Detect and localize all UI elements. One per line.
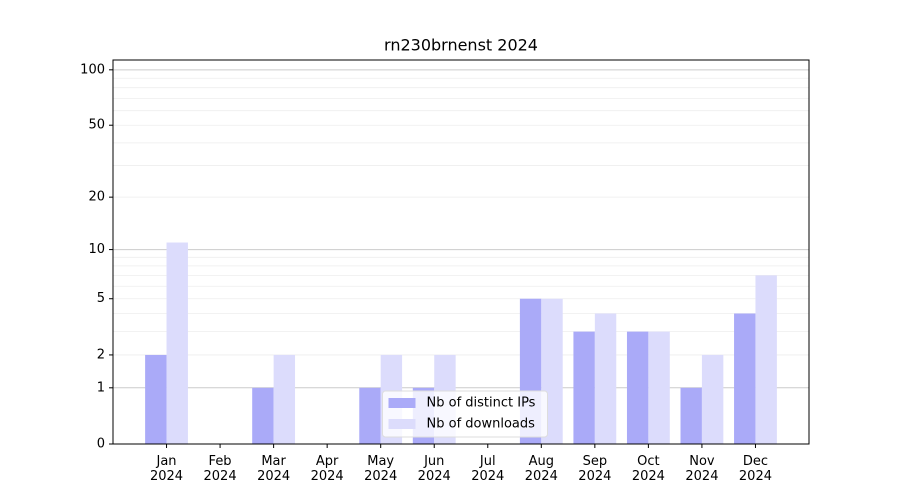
y-tick-label: 1 [97, 380, 105, 395]
x-tick-label: Mar 2024 [257, 454, 290, 484]
y-tick-label: 10 [88, 242, 105, 257]
x-tick-label: May 2024 [364, 454, 397, 484]
y-tick-label: 0 [97, 437, 105, 452]
bar [594, 313, 617, 444]
bar [734, 313, 756, 444]
y-tick-label: 5 [97, 291, 105, 306]
y-tick-label: 100 [80, 62, 105, 77]
x-tick-label: Apr 2024 [311, 454, 344, 484]
bar [145, 354, 167, 444]
bar [701, 354, 724, 444]
x-tick-label: Aug 2024 [525, 454, 558, 484]
x-tick-label: Jul 2024 [471, 454, 504, 484]
bar [573, 331, 595, 444]
bar [166, 242, 188, 444]
x-tick-label: Oct 2024 [632, 454, 665, 484]
bar [273, 354, 296, 444]
x-tick-label: Jan 2024 [150, 454, 183, 484]
legend-box [382, 390, 548, 438]
bar [755, 275, 777, 444]
bar [648, 331, 670, 444]
y-tick-label: 20 [88, 190, 105, 205]
chart-title: rn230brnenst 2024 [384, 36, 538, 55]
bar [680, 387, 702, 444]
legend-label: Nb of distinct IPs [427, 396, 536, 411]
x-tick-label: Sep 2024 [578, 454, 611, 484]
x-tick-label: Jun 2024 [418, 454, 451, 484]
x-tick-label: Dec 2024 [739, 454, 772, 484]
bar [252, 387, 274, 444]
x-tick-label: Feb 2024 [204, 454, 237, 484]
legend-label: Nb of downloads [427, 417, 536, 432]
x-tick-label: Nov 2024 [685, 454, 718, 484]
legend-swatch [388, 419, 416, 429]
legend: Nb of distinct IPs Nb of downloads [382, 390, 548, 438]
y-tick-label: 2 [97, 347, 105, 362]
legend-swatch [388, 398, 416, 408]
bar [626, 331, 649, 444]
y-tick-label: 50 [88, 118, 105, 133]
bar [359, 387, 381, 444]
plot-frame [112, 59, 810, 445]
